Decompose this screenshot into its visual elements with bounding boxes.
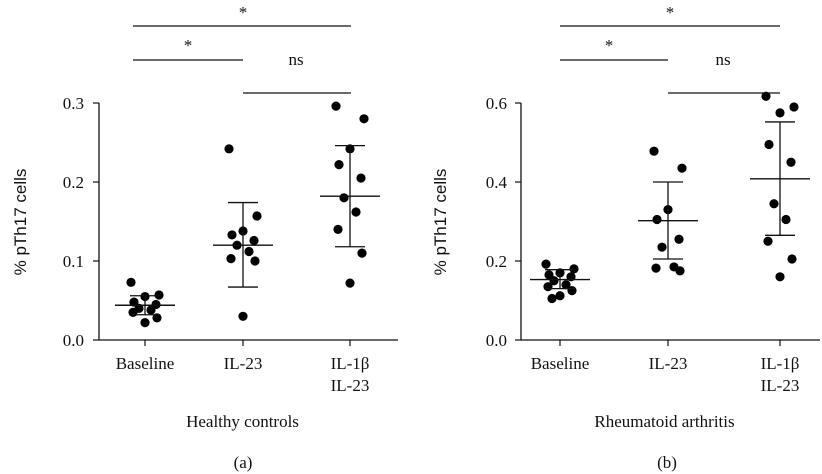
data-point <box>569 264 579 274</box>
significance-label: * <box>239 3 248 22</box>
data-point <box>541 259 551 269</box>
data-point <box>555 291 565 301</box>
data-point <box>140 318 150 328</box>
x-axis-title: Rheumatoid arthritis <box>594 412 734 431</box>
panel-label: (a) <box>234 453 253 472</box>
data-point <box>763 236 773 246</box>
data-point <box>126 277 136 287</box>
data-point <box>244 246 254 257</box>
data-point <box>786 157 796 167</box>
data-point <box>331 101 341 111</box>
data-point <box>152 313 162 323</box>
data-point <box>249 235 259 246</box>
y-tick-label: 0.6 <box>486 94 507 113</box>
data-point <box>252 211 262 221</box>
data-point <box>649 146 659 156</box>
data-point <box>775 108 785 118</box>
data-point <box>356 173 366 183</box>
data-point <box>769 199 779 209</box>
significance-label: ns <box>715 50 730 69</box>
significance-label: * <box>605 36 614 55</box>
data-point <box>789 102 799 112</box>
panel-a-chart: 0.0 0.1 0.2 0.3 % pTh17 cells Baseline IL-23 IL… <box>11 3 398 472</box>
x-tick-label: IL-1β <box>331 354 370 373</box>
data-point <box>675 266 685 276</box>
data-point <box>547 293 557 304</box>
y-tick-label: 0.2 <box>486 252 507 271</box>
data-point <box>339 193 349 203</box>
y-axis-title: % pTh17 cells <box>431 169 450 276</box>
data-point <box>345 278 355 288</box>
data-point <box>781 214 791 225</box>
data-point <box>238 311 248 321</box>
data-point <box>154 290 164 300</box>
data-point <box>657 242 667 252</box>
data-point <box>146 305 156 315</box>
data-point <box>359 114 369 124</box>
y-tick-label: 0.1 <box>63 252 84 271</box>
data-point <box>129 297 139 307</box>
data-point <box>567 286 577 296</box>
y-axis-title: % pTh17 cells <box>11 169 30 276</box>
significance-label: * <box>666 3 675 22</box>
data-point <box>674 234 684 244</box>
data-point <box>224 144 234 154</box>
data-point <box>775 272 785 282</box>
x-tick-label: IL-1β <box>761 354 800 373</box>
data-point <box>128 307 138 317</box>
data-point <box>761 91 771 101</box>
panel-label: (b) <box>657 453 677 472</box>
data-point <box>787 254 797 264</box>
x-tick-label: Baseline <box>116 354 175 373</box>
data-point <box>677 163 687 173</box>
data-point <box>250 256 260 266</box>
x-tick-label: IL-23 <box>331 376 370 395</box>
data-point <box>333 224 343 234</box>
panel-b-chart: 0.0 0.2 0.4 0.6 % pTh17 cells Baseline IL-23 IL… <box>431 3 820 472</box>
y-tick-label: 0.3 <box>63 94 84 113</box>
data-point <box>652 214 662 225</box>
data-point <box>334 160 344 170</box>
data-point <box>351 207 361 217</box>
significance-label: * <box>184 36 193 55</box>
data-point <box>549 276 559 286</box>
x-axis-title: Healthy controls <box>186 412 299 431</box>
data-point <box>226 254 236 264</box>
data-point <box>357 248 367 258</box>
y-tick-label: 0.0 <box>63 331 84 350</box>
data-point <box>651 263 661 273</box>
data-point <box>561 280 571 290</box>
x-tick-label: Baseline <box>531 354 590 373</box>
x-tick-label: IL-23 <box>649 354 688 373</box>
y-tick-label: 0.2 <box>63 173 84 192</box>
data-point <box>543 282 553 292</box>
data-point <box>227 230 237 240</box>
y-tick-label: 0.0 <box>486 331 507 350</box>
x-tick-label: IL-23 <box>761 376 800 395</box>
y-tick-label: 0.4 <box>486 173 508 192</box>
x-tick-label: IL-23 <box>224 354 263 373</box>
significance-label: ns <box>288 50 303 69</box>
data-point <box>764 139 774 150</box>
